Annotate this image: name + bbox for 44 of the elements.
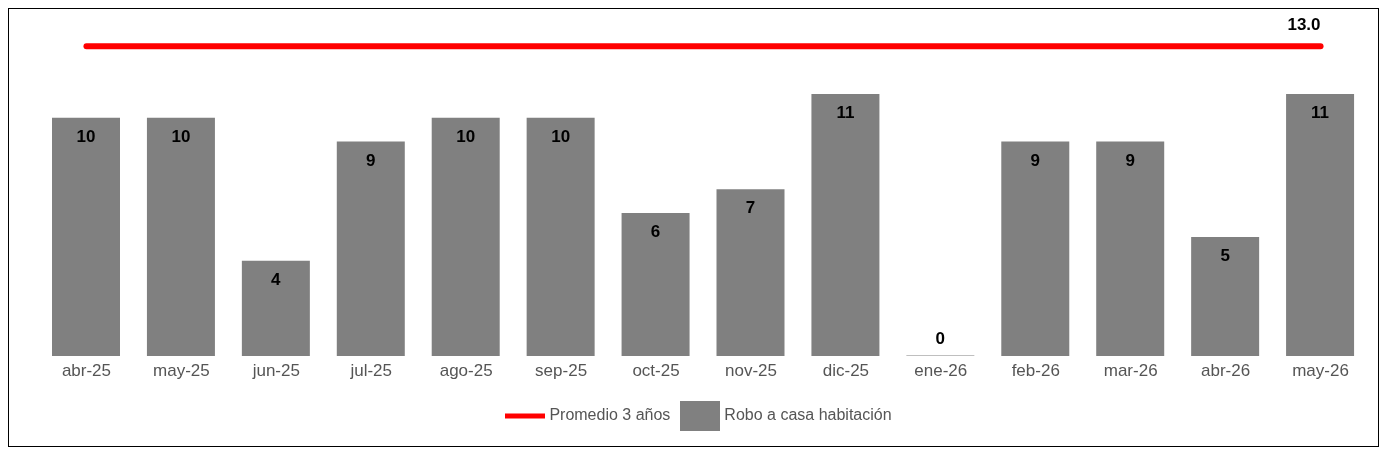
data-label: 5 (1220, 245, 1230, 265)
data-label: 9 (1030, 150, 1041, 170)
data-label: 9 (1125, 150, 1135, 170)
x-tick-label: jul-25 (349, 361, 393, 381)
x-tick-label: ago-25 (439, 361, 493, 381)
data-label: 11 (836, 102, 855, 122)
x-tick-label: jun-25 (251, 361, 300, 381)
bar (716, 189, 785, 356)
x-tick-label: abr-25 (61, 361, 112, 381)
bar (1096, 141, 1165, 356)
bar (811, 93, 880, 356)
bar (431, 117, 500, 356)
x-tick-label: dic-25 (822, 361, 870, 381)
data-label: 0 (935, 328, 946, 348)
data-label: 13.0 (1287, 15, 1321, 35)
x-tick-label: ene-26 (914, 361, 968, 381)
bar (621, 213, 690, 356)
x-tick-label: oct-25 (632, 361, 680, 381)
bar (1191, 236, 1260, 356)
data-label: 11 (1311, 102, 1330, 122)
data-label: 10 (171, 126, 191, 146)
bar (52, 117, 120, 356)
legend-label: Robo a casa habitación (724, 406, 892, 424)
data-label: 7 (745, 198, 756, 218)
x-tick-label: may-25 (153, 361, 210, 381)
x-tick-label: mar-26 (1103, 361, 1158, 381)
data-label: 10 (551, 126, 571, 146)
x-tick-label: feb-26 (1011, 361, 1060, 381)
x-tick-label: abr-26 (1201, 361, 1251, 381)
data-label: 6 (650, 222, 661, 242)
bar (1001, 141, 1070, 356)
bar (336, 141, 405, 356)
x-tick-label: sep-25 (535, 361, 588, 381)
data-label: 9 (366, 150, 376, 170)
x-tick-label: nov-25 (724, 361, 777, 381)
x-tick-label: may-26 (1292, 361, 1349, 381)
bar (1286, 93, 1355, 356)
data-label: 4 (271, 269, 282, 289)
data-label: 10 (76, 126, 96, 146)
bar (241, 260, 310, 356)
bar (146, 117, 215, 356)
bar (526, 117, 595, 356)
legend-label: Promedio 3 años (549, 406, 671, 424)
data-label: 10 (456, 126, 476, 146)
